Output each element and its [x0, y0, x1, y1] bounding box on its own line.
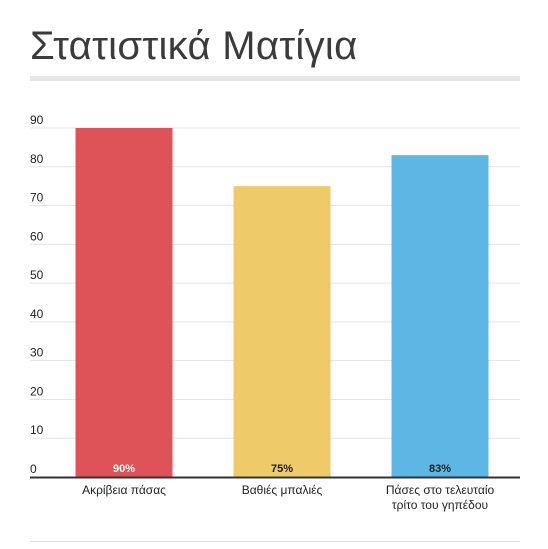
bar-3: [391, 155, 489, 477]
y-tick-label-0: 0: [30, 462, 37, 476]
y-tick-label-20: 20: [30, 384, 44, 398]
category-label-3: Πάσες στο τελευταίο τρίτο του γηπέδου: [386, 483, 495, 512]
bottom-divider: [30, 541, 520, 542]
bar-1: [75, 128, 173, 477]
data-label-1: 90%: [113, 463, 135, 475]
bars: [75, 128, 489, 477]
data-label-3: 83%: [429, 463, 451, 475]
data-labels: 90% 75% 83%: [113, 463, 451, 475]
x-axis-category-labels: Ακρίβεια πάσας Βαθιές μπαλιές Πάσες στο τε…: [82, 483, 494, 512]
data-label-2: 75%: [271, 463, 293, 475]
y-tick-label-30: 30: [30, 346, 44, 360]
y-tick-label-80: 80: [30, 152, 44, 166]
y-axis-tick-labels: 0 10 20 30 40 50 60 70 80 90: [30, 113, 44, 476]
bar-2: [233, 186, 331, 477]
category-label-2: Βαθιές μπαλιές: [242, 483, 323, 497]
y-tick-label-50: 50: [30, 268, 44, 282]
y-tick-label-90: 90: [30, 113, 44, 127]
y-tick-label-10: 10: [30, 423, 44, 437]
title-divider: [30, 76, 520, 81]
category-label-1: Ακρίβεια πάσας: [82, 483, 166, 497]
y-tick-label-40: 40: [30, 307, 44, 321]
y-tick-label-70: 70: [30, 191, 44, 205]
chart-title: Στατιστικά Ματίγια: [30, 24, 358, 68]
y-tick-label-60: 60: [30, 229, 44, 243]
